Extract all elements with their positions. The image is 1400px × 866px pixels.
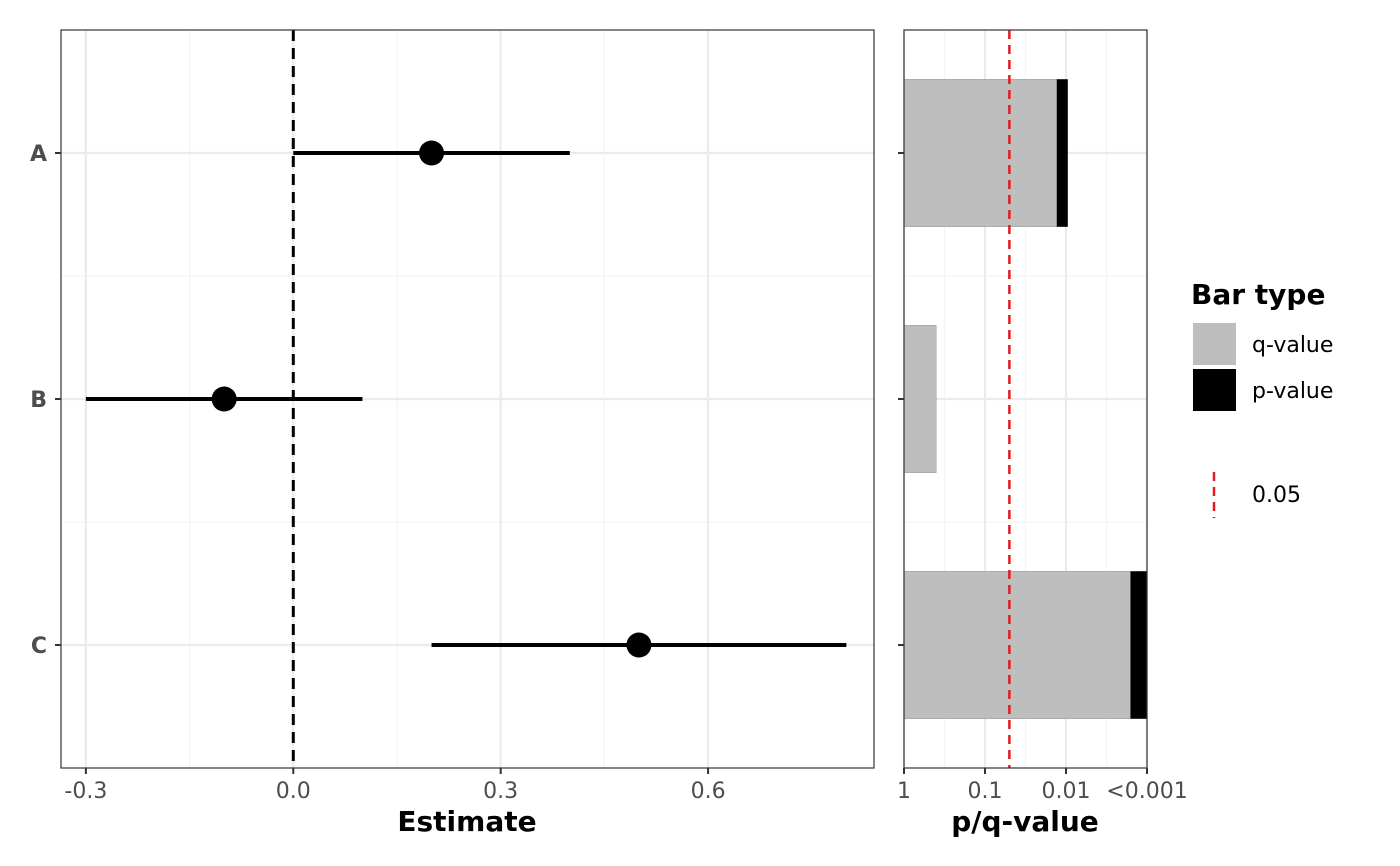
category-label-c: C [31,634,47,659]
q-value-bar-b [904,325,937,473]
pvalue-x-axis-title: p/q-value [951,805,1099,838]
estimate-point-a [419,140,445,166]
category-label-b: B [30,388,47,413]
x-tick-label: 0.01 [1042,779,1091,804]
legend-key-p-value [1193,369,1236,411]
x-tick-label: -0.3 [64,779,107,804]
legend-label-threshold: 0.05 [1252,483,1301,508]
x-tick-label: <0.001 [1106,779,1187,804]
estimate-point-b [211,386,237,412]
legend-key-q-value [1193,323,1236,365]
forest-panel: A B C -0.3 0.0 0.3 0.6 Estimate [30,29,875,838]
pvalue-bars [904,79,1147,719]
legend-title: Bar type [1191,278,1325,311]
legend-label-p-value: p-value [1252,379,1333,404]
legend-label-q-value: q-value [1252,333,1333,358]
category-label-a: A [30,142,47,167]
pvalue-x-axis: 1 0.1 0.01 <0.001 [897,768,1188,804]
forest-y-axis: A B C [30,142,61,659]
x-tick-label: 0.1 [968,779,1003,804]
estimate-point-c [626,632,652,658]
pvalue-panel: 1 0.1 0.01 <0.001 p/q-value [897,29,1188,838]
x-tick-label: 0.6 [691,779,726,804]
q-value-bar-a [904,79,1057,227]
x-tick-label: 0.3 [483,779,518,804]
forest-marks [85,30,847,768]
q-value-bar-c [904,571,1131,719]
pvalue-y-axis [898,152,904,646]
legend: Bar type q-value p-value 0.05 [1191,278,1333,518]
x-tick-label: 1 [897,779,911,804]
forest-x-axis-title: Estimate [397,805,536,838]
x-tick-label: 0.0 [276,779,311,804]
forest-x-axis: -0.3 0.0 0.3 0.6 [64,768,726,804]
